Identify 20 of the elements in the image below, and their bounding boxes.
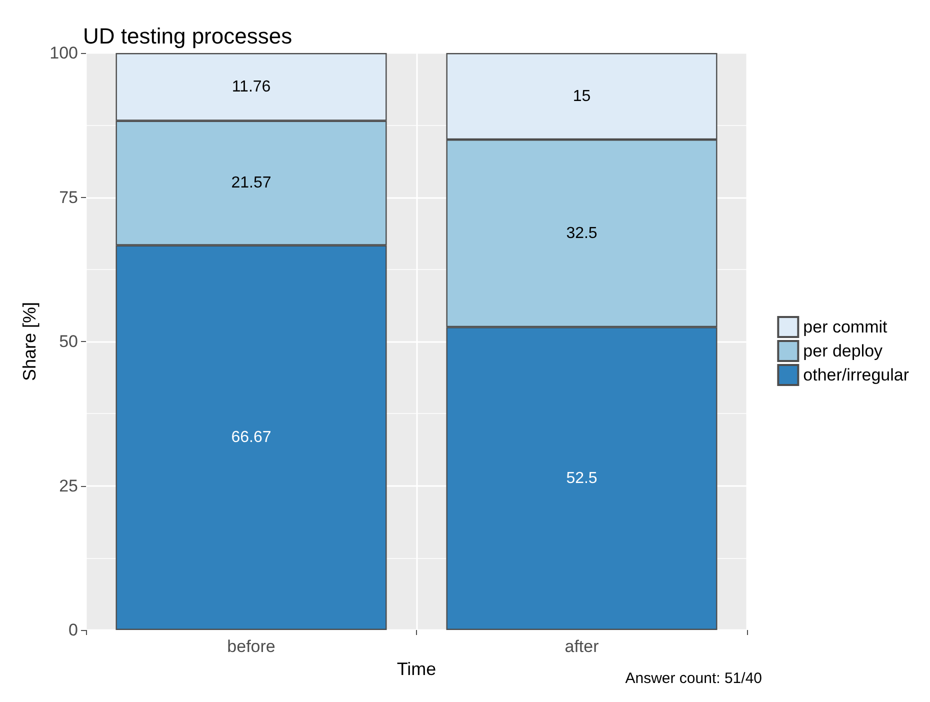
legend-label: per commit	[803, 318, 888, 336]
data-label: 32.5	[566, 224, 598, 242]
y-axis-title: Share [%]	[20, 302, 40, 382]
legend-label: other/irregular	[803, 366, 910, 384]
y-tick-label: 25	[59, 476, 78, 496]
y-tick-label: 0	[68, 620, 78, 640]
x-tick-label: after	[564, 637, 600, 656]
data-label: 66.67	[231, 429, 272, 446]
y-tick-label: 50	[59, 332, 78, 351]
data-label: 52.5	[566, 470, 598, 488]
x-tick-label: before	[227, 637, 276, 656]
data-label: 21.57	[231, 174, 272, 192]
y-tick-label: 100	[50, 44, 78, 62]
legend-label: per deploy	[803, 342, 884, 360]
text: Answer count: 51/40	[625, 670, 762, 687]
x-axis-title: Time	[396, 659, 436, 679]
data-label: 15	[572, 88, 591, 105]
data-label: 11.76	[232, 78, 271, 96]
chart-title: UD testing processes	[83, 24, 292, 48]
y-tick-label: 75	[59, 188, 78, 207]
